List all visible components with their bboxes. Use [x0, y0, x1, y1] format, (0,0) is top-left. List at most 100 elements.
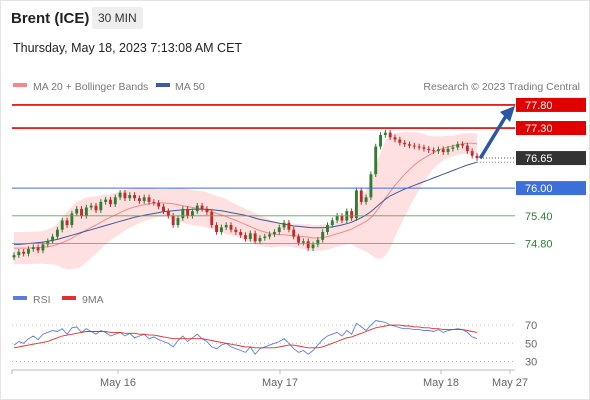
candle-body	[393, 137, 397, 140]
candle-body	[258, 237, 262, 242]
candle	[412, 142, 416, 150]
candle	[364, 194, 368, 205]
candle	[475, 152, 479, 161]
projection-arrow-shaft	[479, 114, 508, 159]
candle-body	[36, 247, 40, 251]
candle-body	[152, 201, 156, 203]
resistance-label: 77.30	[525, 123, 553, 135]
candle-body	[297, 236, 300, 243]
candle	[152, 199, 156, 206]
candle	[181, 206, 185, 221]
candle-body	[80, 208, 83, 216]
candle-body	[465, 145, 469, 152]
candle-body	[398, 139, 402, 143]
candle-body	[446, 148, 450, 153]
candle-body	[287, 222, 291, 230]
candle	[244, 232, 247, 242]
candle	[282, 219, 286, 231]
candle-body	[263, 236, 267, 238]
candle-body	[340, 215, 344, 221]
ma20-legend-label: MA 20 + Bollinger Bands	[33, 81, 148, 93]
candle	[70, 210, 74, 228]
candle	[350, 208, 354, 221]
candle	[55, 226, 59, 240]
candle-body	[195, 205, 199, 212]
candle	[219, 224, 223, 235]
candle	[272, 229, 276, 238]
current-price-tag	[516, 151, 586, 166]
projection-arrow-head	[500, 105, 515, 122]
candle-body	[364, 197, 368, 202]
candle-body	[359, 190, 363, 202]
candle	[359, 187, 363, 205]
candle	[137, 195, 141, 204]
candle-body	[412, 145, 416, 147]
candle	[369, 171, 373, 201]
candle	[84, 204, 88, 219]
candle	[51, 233, 55, 244]
rsi-tick-label: 70	[525, 320, 537, 332]
candle	[326, 222, 329, 235]
candle-body	[27, 249, 30, 254]
candle-body	[244, 235, 247, 239]
candle	[306, 238, 310, 251]
candle	[89, 202, 93, 211]
rsi-ma-line	[13, 324, 478, 349]
candle	[229, 222, 233, 233]
candle-body	[432, 150, 436, 152]
candle-body	[475, 155, 479, 159]
candle-body	[51, 236, 55, 242]
candle-body	[374, 146, 378, 175]
credit-label: Research © 2023 Trading Central	[423, 81, 580, 93]
candle-body	[176, 218, 180, 226]
candle-body	[268, 234, 272, 237]
instrument-title: Brent (ICE)	[11, 10, 90, 27]
candle-body	[219, 227, 223, 232]
candle	[316, 237, 320, 248]
pivot-label: 76.00	[525, 183, 553, 195]
candle	[94, 202, 98, 214]
candle	[393, 134, 397, 143]
candle-body	[99, 201, 103, 211]
candle-body	[128, 195, 132, 199]
candle-body	[248, 233, 252, 239]
candle	[436, 146, 440, 154]
candle-body	[162, 206, 165, 212]
x-tick-label: May 17	[262, 377, 298, 389]
timeframe-badge[interactable]: 30 MIN	[92, 7, 143, 29]
candle	[465, 142, 469, 154]
candle	[162, 203, 165, 214]
x-tick-label: May 16	[100, 377, 136, 389]
candle-body	[272, 231, 276, 235]
candle-body	[75, 208, 79, 214]
rsi-ma-legend-swatch	[62, 296, 76, 300]
candle-body	[31, 247, 35, 250]
candle	[113, 194, 117, 208]
candle-body	[118, 192, 122, 198]
candle-body	[224, 225, 228, 228]
candle	[142, 194, 146, 204]
candle-body	[104, 199, 108, 202]
candle	[451, 144, 455, 152]
candle-body	[113, 197, 117, 205]
support-label: 74.80	[525, 239, 553, 251]
candle-body	[65, 220, 69, 226]
candle-body	[137, 198, 141, 202]
ma20-legend-swatch	[13, 83, 27, 87]
candle	[374, 143, 378, 177]
candle	[147, 194, 151, 205]
candle	[166, 208, 170, 219]
candle	[109, 196, 112, 208]
candle	[379, 132, 382, 150]
candle-body	[253, 233, 257, 242]
candle	[215, 222, 219, 235]
candle-body	[292, 229, 296, 237]
candle	[287, 219, 291, 233]
candle	[31, 244, 35, 252]
candle	[248, 230, 252, 242]
candle	[301, 238, 305, 246]
candle-body	[70, 213, 74, 226]
candle	[80, 206, 83, 219]
candle	[340, 213, 344, 224]
candle-body	[369, 174, 373, 198]
